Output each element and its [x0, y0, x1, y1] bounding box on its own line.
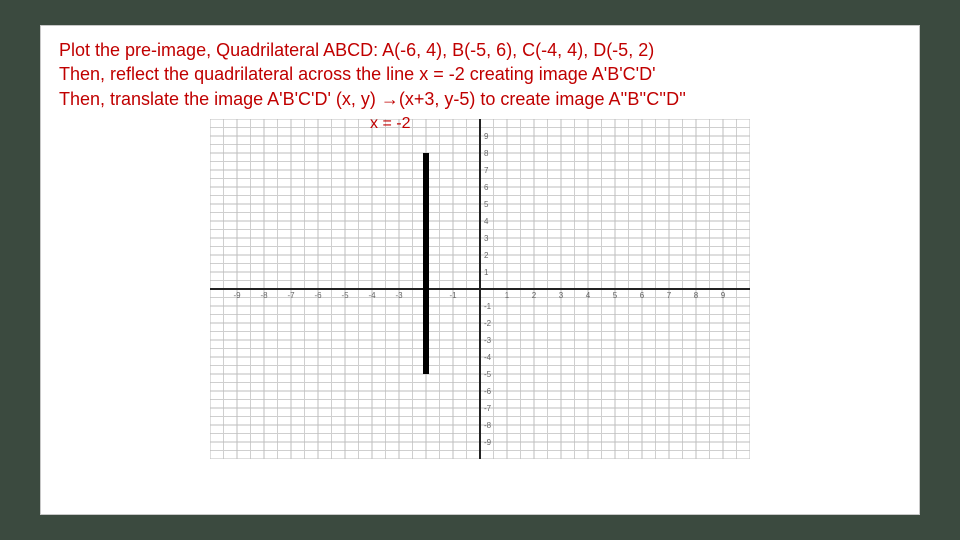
svg-text:-5: -5	[341, 291, 349, 300]
svg-text:9: 9	[484, 132, 489, 141]
svg-text:-3: -3	[484, 336, 492, 345]
svg-text:-7: -7	[484, 404, 492, 413]
svg-text:1: 1	[484, 268, 489, 277]
instruction-block: Plot the pre-image, Quadrilateral ABCD: …	[59, 38, 901, 111]
svg-text:2: 2	[484, 251, 489, 260]
svg-text:-9: -9	[484, 438, 492, 447]
svg-text:7: 7	[484, 166, 489, 175]
reflection-line-label: x = -2	[370, 115, 410, 133]
svg-text:-7: -7	[287, 291, 295, 300]
svg-text:6: 6	[640, 291, 645, 300]
svg-text:-2: -2	[484, 319, 492, 328]
svg-text:-5: -5	[484, 370, 492, 379]
instruction-line-2: Then, reflect the quadrilateral across t…	[59, 62, 901, 86]
svg-text:-4: -4	[368, 291, 376, 300]
svg-text:9: 9	[721, 291, 726, 300]
svg-text:8: 8	[694, 291, 699, 300]
instruction-line-1: Plot the pre-image, Quadrilateral ABCD: …	[59, 38, 901, 62]
svg-text:5: 5	[484, 200, 489, 209]
svg-text:-1: -1	[449, 291, 457, 300]
svg-text:-9: -9	[233, 291, 241, 300]
svg-text:-8: -8	[260, 291, 268, 300]
svg-text:-6: -6	[314, 291, 322, 300]
coordinate-grid-wrap: x = -2 -9-8-7-6-5-4-3-2-1123456789-9-8-7…	[210, 119, 750, 469]
svg-text:-1: -1	[484, 302, 492, 311]
svg-text:-3: -3	[395, 291, 403, 300]
svg-text:5: 5	[613, 291, 618, 300]
coordinate-grid: -9 -8 -7 -6 -5 -4 -3 -2 -1 1 2 3 4 5 6 7 8 9 -9 -8 -7 -6 -5 -4 -…	[210, 119, 750, 459]
svg-text:4: 4	[586, 291, 591, 300]
svg-text:2: 2	[532, 291, 537, 300]
svg-text:3: 3	[559, 291, 564, 300]
svg-text:8: 8	[484, 149, 489, 158]
slide-card: Plot the pre-image, Quadrilateral ABCD: …	[40, 25, 920, 515]
svg-text:1: 1	[505, 291, 510, 300]
svg-text:-8: -8	[484, 421, 492, 430]
svg-text:-4: -4	[484, 353, 492, 362]
svg-text:3: 3	[484, 234, 489, 243]
svg-text:7: 7	[667, 291, 672, 300]
svg-text:-6: -6	[484, 387, 492, 396]
svg-text:6: 6	[484, 183, 489, 192]
instruction-line-3: Then, translate the image A'B'C'D' (x, y…	[59, 87, 901, 111]
svg-text:4: 4	[484, 217, 489, 226]
